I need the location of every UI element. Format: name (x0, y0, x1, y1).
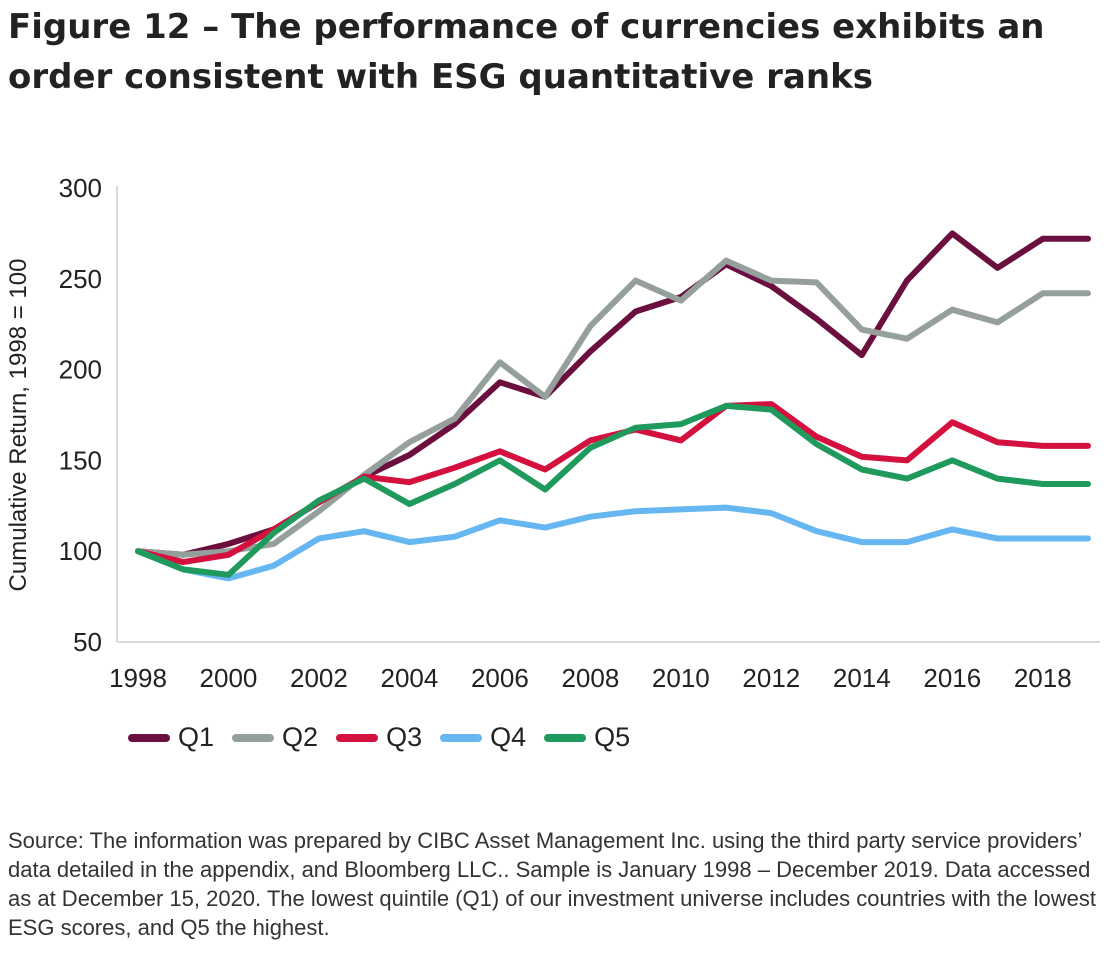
y-tick-label: 150 (59, 445, 102, 475)
y-tick-label: 250 (59, 264, 102, 294)
series-line-q2 (135, 257, 1091, 558)
y-tick-label: 50 (73, 627, 102, 657)
legend-swatch (336, 733, 379, 742)
series-lines (135, 230, 1091, 582)
legend-label: Q3 (386, 722, 423, 752)
legend-label: Q2 (282, 722, 319, 752)
x-tick-label: 2016 (923, 663, 981, 693)
y-tick-label: 200 (59, 355, 102, 385)
legend-item-q4: Q4 (440, 722, 526, 753)
x-tick-label: 2012 (742, 663, 800, 693)
y-tick-label: 300 (59, 173, 102, 203)
x-tick-label: 2010 (652, 663, 710, 693)
series-line-q1 (135, 230, 1091, 558)
x-tick-label: 1998 (109, 663, 167, 693)
chart-title: Figure 12 – The performance of currencie… (8, 7, 1045, 97)
legend-swatch (128, 733, 170, 742)
y-axis-label: Cumulative Return, 1998 = 100 (5, 259, 32, 592)
series-line-q4 (135, 504, 1091, 582)
x-tick-label: 2006 (471, 663, 529, 693)
legend-label: Q5 (594, 722, 631, 752)
legend-item-q3: Q3 (336, 722, 422, 753)
legend: Q1 Q2 Q3 Q4 Q5 (128, 722, 630, 753)
source-note: Source: The information was prepared by … (8, 828, 1096, 940)
x-tick-label: 2008 (561, 663, 619, 693)
x-tick-label: 2004 (381, 663, 439, 693)
legend-swatch (544, 733, 587, 742)
legend-label: Q1 (178, 722, 215, 752)
legend-swatch (232, 733, 275, 742)
legend-swatch (440, 733, 483, 742)
legend-label: Q4 (490, 722, 527, 752)
legend-item-q5: Q5 (544, 722, 630, 753)
x-tick-label: 2014 (833, 663, 891, 693)
legend-item-q1: Q1 (128, 722, 214, 753)
legend-item-q2: Q2 (232, 722, 318, 753)
x-tick-label: 2000 (200, 663, 258, 693)
axes: 50 100 150 200 250 300 1998 2000 2002 2004 2006 200… (5, 173, 1100, 693)
y-tick-label: 100 (59, 536, 102, 566)
x-tick-label: 2002 (290, 663, 348, 693)
series-line-q5 (135, 402, 1091, 578)
x-tick-label: 2018 (1014, 663, 1072, 693)
line-chart: 50 100 150 200 250 300 1998 2000 2002 2004 2006 200… (5, 173, 1100, 693)
